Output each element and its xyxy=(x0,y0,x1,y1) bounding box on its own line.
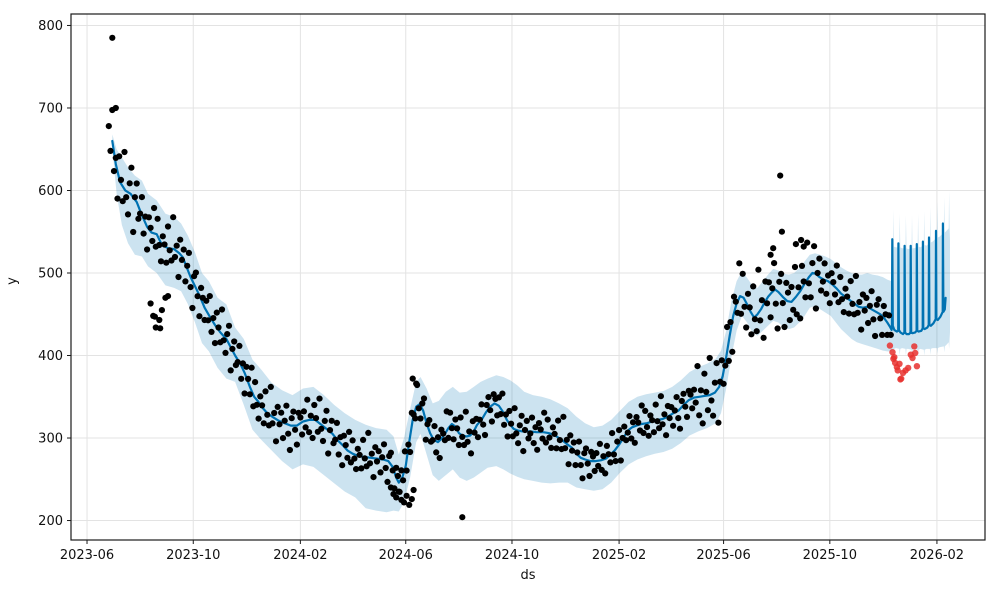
x-tick-label: 2025-02 xyxy=(592,548,646,563)
y-tick-label: 700 xyxy=(38,101,63,116)
y-tick-label: 600 xyxy=(38,184,63,199)
axes-frame xyxy=(70,13,986,541)
y-tick-label: 800 xyxy=(38,19,63,34)
y-tick-label: 200 xyxy=(38,514,63,529)
x-tick-label: 2024-10 xyxy=(485,548,539,563)
x-tick-label: 2025-06 xyxy=(696,548,750,563)
x-tick-label: 2024-06 xyxy=(379,548,433,563)
y-tick-label: 500 xyxy=(38,266,63,281)
x-tick-label: 2026-02 xyxy=(910,548,964,563)
y-axis-label: y xyxy=(5,277,20,285)
x-tick-label: 2023-10 xyxy=(166,548,220,563)
x-tick-label: 2024-02 xyxy=(273,548,327,563)
x-axis-ticks: 2023-06 2023-10 2024-02 2024-06 2024-10 2025-… xyxy=(60,540,964,563)
x-axis-label: ds xyxy=(520,568,535,583)
y-tick-label: 400 xyxy=(38,349,63,364)
x-tick-label: 2023-06 xyxy=(60,548,114,563)
x-tick-label: 2025-10 xyxy=(803,548,857,563)
y-tick-label: 300 xyxy=(38,432,63,447)
uncertainty-band xyxy=(112,134,951,513)
y-axis-ticks: 200 300 400 500 600 700 800 xyxy=(38,19,71,529)
history-scatter-points xyxy=(105,34,894,521)
anomaly-scatter-points xyxy=(886,342,921,383)
